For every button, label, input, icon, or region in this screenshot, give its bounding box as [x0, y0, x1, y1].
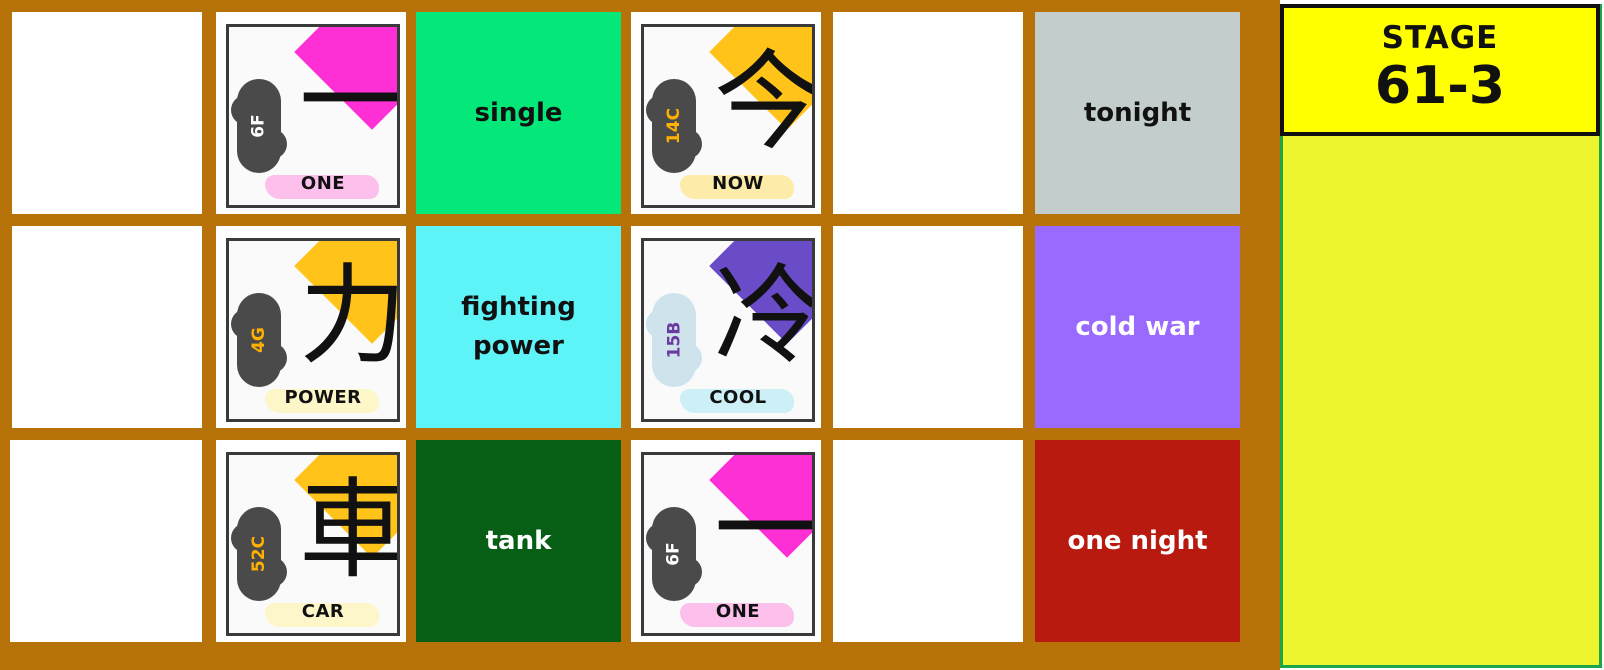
kanji-card[interactable]: 車 52C CAR: [216, 440, 406, 642]
stage-number: 61-3: [1374, 56, 1506, 116]
card-frame: 力 4G POWER: [226, 238, 400, 422]
kanji-meaning-word: ONE: [715, 601, 761, 622]
meaning-text: tonight: [1083, 97, 1192, 128]
word-highlight: [265, 175, 379, 199]
empty-slot[interactable]: [10, 440, 202, 642]
stage-indicator: STAGE 61-3: [1280, 4, 1600, 136]
kanji-glyph: 一: [714, 468, 815, 593]
kanji-code: 14C: [663, 107, 684, 145]
meaning-tile[interactable]: fighting power: [416, 226, 621, 428]
kanji-glyph: 一: [299, 40, 400, 165]
meaning-tile[interactable]: tank: [416, 440, 621, 642]
meaning-tile[interactable]: one night: [1035, 440, 1240, 642]
word-highlight: [680, 389, 794, 413]
kanji-glyph: 力: [299, 254, 400, 379]
word-highlight: [680, 603, 794, 627]
cloud-badge-icon: 4G: [231, 293, 287, 387]
empty-slot[interactable]: [833, 440, 1023, 642]
kanji-card[interactable]: 今 14C NOW: [631, 12, 821, 214]
empty-slot[interactable]: [833, 12, 1023, 214]
kanji-glyph: 今: [714, 40, 815, 165]
kanji-card[interactable]: 一 6F ONE: [216, 12, 406, 214]
cloud-badge-icon: 52C: [231, 507, 287, 601]
kanji-meaning-word: NOW: [712, 173, 764, 194]
cloud-badge-icon: 6F: [646, 507, 702, 601]
kanji-card[interactable]: 冷 15B COOL: [631, 226, 821, 428]
meaning-text: single: [474, 97, 563, 128]
empty-slot[interactable]: [12, 226, 202, 428]
kanji-glyph: 車: [299, 468, 400, 593]
kanji-meaning-word: ONE: [300, 173, 346, 194]
cloud-badge-icon: 6F: [231, 79, 287, 173]
word-highlight: [265, 389, 379, 413]
cloud-badge-icon: 14C: [646, 79, 702, 173]
word-highlight: [265, 603, 379, 627]
card-frame: 今 14C NOW: [641, 24, 815, 208]
kanji-card[interactable]: 力 4G POWER: [216, 226, 406, 428]
kanji-meaning-word: COOL: [709, 387, 767, 408]
empty-slot[interactable]: [833, 226, 1023, 428]
meaning-tile[interactable]: tonight: [1035, 12, 1240, 214]
meaning-text: tank: [485, 525, 552, 556]
card-frame: 冷 15B COOL: [641, 238, 815, 422]
stage-label: STAGE: [1381, 20, 1499, 56]
cloud-badge-icon: 15B: [646, 293, 702, 387]
meaning-tile[interactable]: single: [416, 12, 621, 214]
kanji-code: 6F: [663, 542, 684, 566]
kanji-meaning-word: POWER: [284, 387, 362, 408]
card-frame: 一 6F ONE: [226, 24, 400, 208]
meaning-text: fighting power: [461, 292, 576, 361]
meaning-text: cold war: [1075, 311, 1200, 342]
card-frame: 車 52C CAR: [226, 452, 400, 636]
card-frame: 一 6F ONE: [641, 452, 815, 636]
word-highlight: [680, 175, 794, 199]
empty-slot[interactable]: [12, 12, 202, 214]
kanji-code: 6F: [248, 114, 269, 138]
kanji-code: 15B: [664, 321, 684, 359]
kanji-glyph: 冷: [714, 254, 815, 379]
kanji-card[interactable]: 一 6F ONE: [631, 440, 821, 642]
kanji-meaning-word: CAR: [301, 601, 345, 622]
meaning-tile[interactable]: cold war: [1035, 226, 1240, 428]
meaning-text: one night: [1067, 525, 1208, 556]
kanji-code: 52C: [248, 535, 269, 573]
kanji-code: 4G: [248, 327, 269, 353]
